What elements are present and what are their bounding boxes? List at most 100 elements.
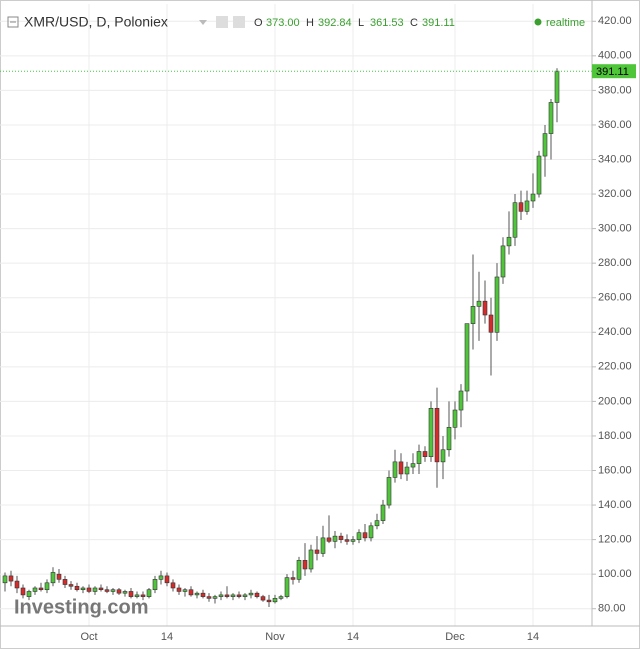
candle-body: [74, 585, 80, 591]
candle-body: [344, 539, 350, 542]
candle-body: [464, 323, 470, 392]
candle-body: [212, 596, 218, 599]
candle-body: [350, 539, 356, 542]
y-tick-label: 180.00: [598, 430, 632, 442]
ohlc-key: H: [306, 17, 314, 29]
candle-body: [92, 587, 98, 592]
candle-body: [314, 549, 320, 554]
candle-body: [230, 594, 236, 597]
candle-body: [50, 572, 56, 584]
candle-body: [104, 589, 110, 592]
candle-body: [254, 592, 260, 597]
settings-icon[interactable]: [233, 16, 245, 28]
candle-body: [434, 407, 440, 463]
settings-icon[interactable]: [216, 16, 228, 28]
candle-body: [296, 560, 302, 580]
candle-body: [476, 300, 482, 307]
candle-body: [398, 461, 404, 475]
last-price-label: 391.11: [596, 66, 629, 78]
candle-body: [116, 589, 122, 594]
candle-body: [548, 102, 554, 134]
y-tick-label: 300.00: [598, 223, 632, 235]
y-tick-label: 320.00: [598, 188, 632, 200]
candle-body: [260, 596, 266, 601]
dropdown-arrow[interactable]: [199, 20, 207, 25]
ohlc-key: O: [254, 17, 263, 29]
candle-body: [482, 300, 488, 316]
ohlc-value: 392.84: [318, 17, 352, 29]
ohlc-key: L: [358, 17, 364, 29]
candle-body: [458, 390, 464, 411]
y-tick-label: 100.00: [598, 568, 632, 580]
candle-body: [362, 532, 368, 539]
y-tick-label: 340.00: [598, 153, 632, 165]
candle-body: [152, 579, 158, 591]
candle-body: [176, 587, 182, 592]
candle-body: [308, 549, 314, 570]
candle-body: [68, 584, 74, 587]
x-tick-label: Oct: [80, 631, 97, 643]
watermark: Investing.com: [14, 596, 148, 618]
candle-body: [8, 575, 14, 582]
candle-body: [134, 594, 140, 597]
candle-body: [14, 580, 20, 589]
candle-body: [530, 193, 536, 202]
candle-body: [98, 587, 104, 591]
candle-body: [284, 577, 290, 597]
candle-body: [206, 596, 212, 599]
candle-body: [332, 535, 338, 542]
candle-body: [62, 579, 68, 585]
candle-body: [506, 236, 512, 247]
candle-body: [122, 591, 128, 594]
candle-body: [2, 575, 8, 584]
candle-body: [416, 451, 422, 464]
candle-body: [302, 560, 308, 570]
candle-body: [542, 133, 548, 157]
candle-body: [158, 575, 164, 580]
status-dot: [534, 18, 542, 26]
candle-body: [278, 596, 284, 599]
candle-body: [404, 466, 410, 475]
candle-body: [200, 592, 206, 597]
y-tick-label: 240.00: [598, 326, 632, 338]
candle-body: [320, 537, 326, 554]
candle-body: [356, 532, 362, 540]
ohlc-value: 391.11: [422, 17, 455, 29]
candle-body: [512, 202, 518, 238]
y-tick-label: 120.00: [598, 534, 632, 546]
y-tick-label: 280.00: [598, 257, 632, 269]
candle-body: [140, 594, 146, 597]
y-tick-label: 260.00: [598, 292, 632, 304]
candle-body: [554, 70, 560, 103]
last-price-box: [592, 64, 636, 79]
candle-body: [26, 591, 32, 597]
candle-body: [410, 463, 416, 468]
y-tick-label: 160.00: [598, 464, 632, 476]
candle-body: [470, 306, 476, 324]
candle-body: [236, 594, 242, 597]
candle-body: [518, 202, 524, 212]
x-tick-label: 14: [347, 631, 359, 643]
y-tick-label: 80.00: [598, 603, 626, 615]
candle-body: [128, 591, 134, 597]
collapse-icon[interactable]: [7, 16, 19, 28]
candle-body: [368, 525, 374, 539]
y-tick-label: 220.00: [598, 361, 632, 373]
candle-body: [56, 573, 62, 580]
candle-body: [248, 592, 254, 596]
candle-body: [392, 461, 398, 478]
x-tick-label: Dec: [445, 631, 465, 643]
candle-body: [164, 575, 170, 584]
candle-body: [218, 594, 224, 597]
candle-body: [170, 582, 176, 589]
candle-body: [290, 577, 296, 580]
candle-body: [428, 407, 434, 457]
x-tick-label: 14: [161, 631, 173, 643]
x-tick-label: 14: [527, 631, 539, 643]
candle-body: [266, 599, 272, 603]
y-tick-label: 380.00: [598, 84, 632, 96]
candle-body: [86, 587, 92, 592]
candle-body: [20, 587, 26, 596]
candle-body: [110, 589, 116, 592]
